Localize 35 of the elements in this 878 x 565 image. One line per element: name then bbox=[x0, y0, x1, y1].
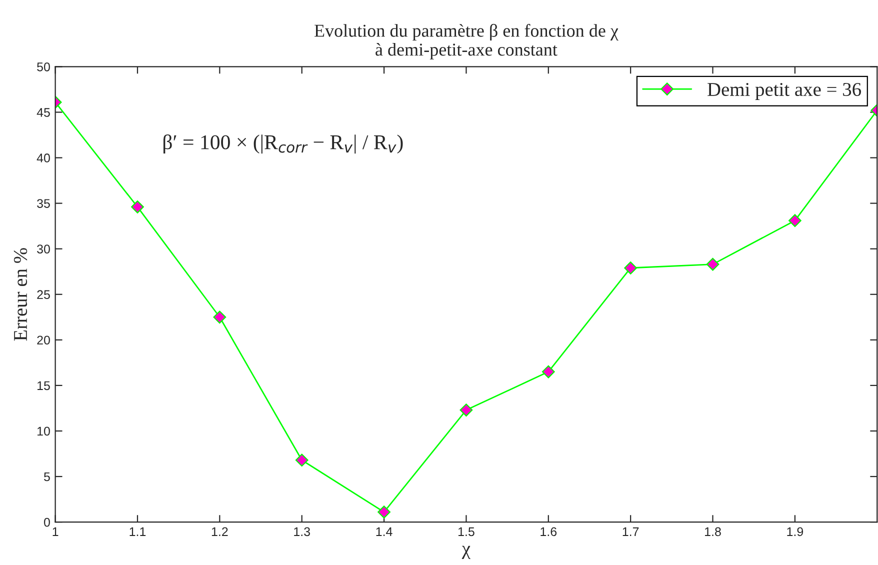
x-tick-label: 1.3 bbox=[294, 527, 310, 536]
annotation: β′ = 100 × (|R$_{corr}$ − R$_{v}$| / R$_{v}$) bbox=[163, 134, 403, 154]
point bbox=[378, 506, 390, 518]
point bbox=[706, 258, 720, 271]
x-tick-label: 1.6 bbox=[540, 527, 557, 536]
y-tick-label: 5 bbox=[44, 472, 50, 482]
x-tick-label: 1.2 bbox=[212, 527, 228, 536]
y-tick-label: 0 bbox=[44, 518, 50, 527]
point bbox=[213, 310, 226, 324]
x-tick-label: 1.5 bbox=[458, 527, 474, 536]
point bbox=[460, 404, 473, 416]
y-tick-label: 20 bbox=[37, 336, 50, 345]
y-tick-label: 30 bbox=[37, 244, 50, 254]
point bbox=[788, 214, 802, 228]
point bbox=[295, 454, 308, 467]
y-tick-label: 40 bbox=[36, 154, 50, 162]
point bbox=[624, 262, 638, 274]
point bbox=[542, 365, 555, 378]
x-tick-label: 1.9 bbox=[787, 527, 804, 536]
y-tick-label: 10 bbox=[38, 426, 50, 436]
y-tick-label: 50 bbox=[37, 62, 50, 72]
point bbox=[131, 200, 144, 214]
x-tick-label: 1.7 bbox=[622, 527, 639, 536]
x-axis-title: χ bbox=[462, 546, 470, 559]
chart-title: Evolution du paramètre β en fonction de χ à demi-petit-axe constant bbox=[314, 24, 618, 60]
y-tick-label: 15 bbox=[38, 381, 50, 390]
legend-label: Demi petit axe = 36 bbox=[708, 82, 861, 100]
y-tick-label: 25 bbox=[37, 290, 50, 300]
x-tick-label: 1.8 bbox=[705, 527, 721, 536]
y-tick-label: 35 bbox=[37, 199, 50, 208]
x-tick-label: 1.1 bbox=[130, 527, 146, 536]
x-tick-label: 1.4 bbox=[376, 527, 392, 536]
y-tick-label: 45 bbox=[36, 108, 50, 117]
x-tick-label: 1 bbox=[52, 527, 58, 536]
y-axis-title: Erreur en % bbox=[14, 248, 28, 341]
